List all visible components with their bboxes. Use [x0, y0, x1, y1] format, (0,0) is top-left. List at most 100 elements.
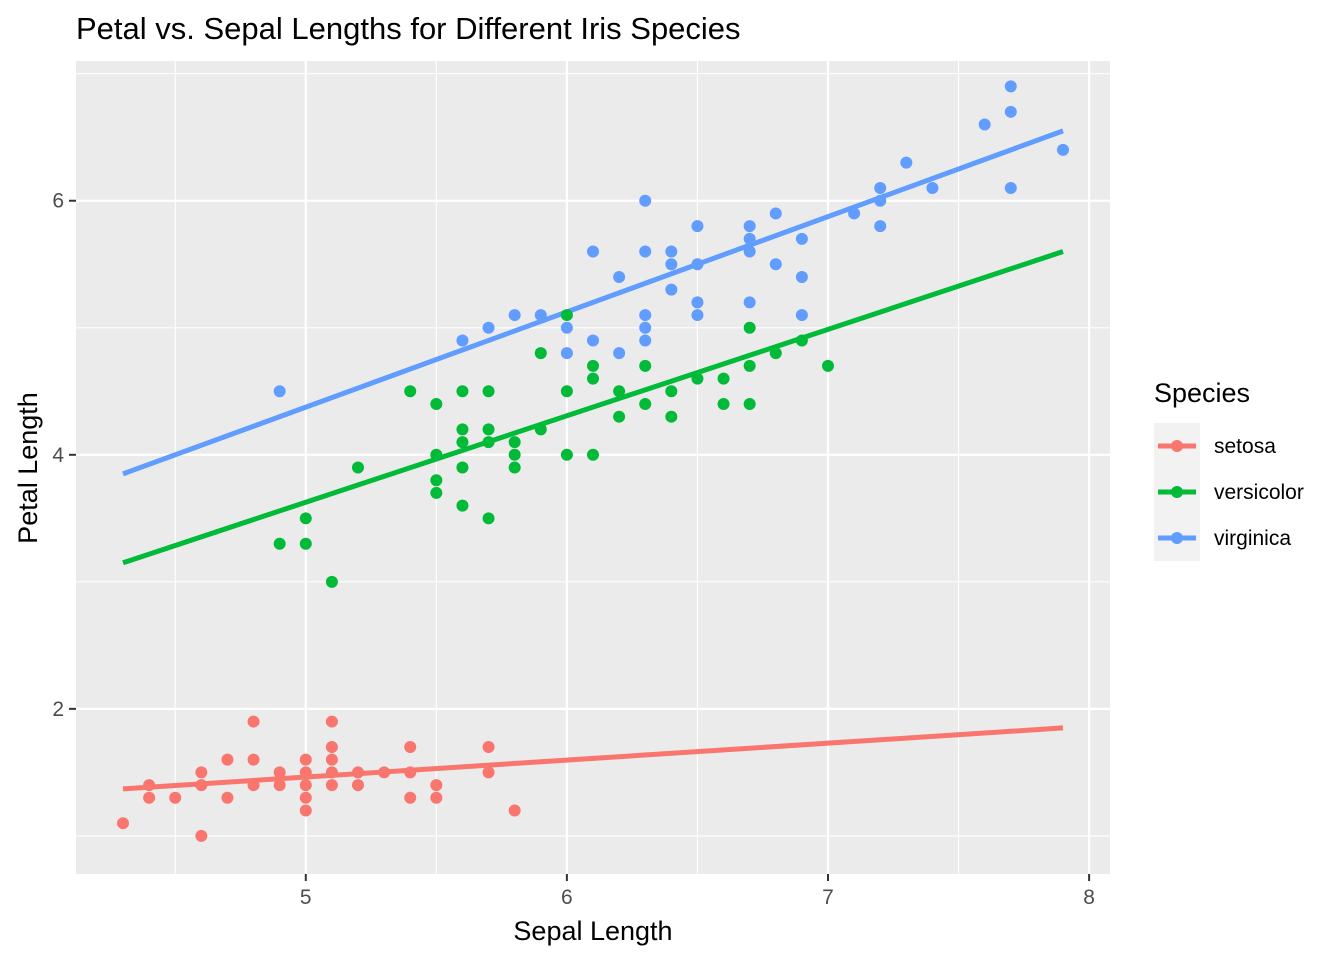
data-point-setosa [352, 766, 364, 779]
data-point-setosa [430, 779, 443, 792]
plot-panel [76, 61, 1110, 874]
data-point-setosa [404, 766, 417, 779]
data-point-versicolor [587, 372, 599, 385]
data-point-setosa [143, 779, 156, 792]
data-point-versicolor [534, 347, 547, 360]
data-point-versicolor [769, 347, 782, 360]
data-point-setosa [299, 766, 312, 779]
data-point-virginica [482, 321, 495, 334]
data-point-virginica [1004, 105, 1017, 118]
data-point-virginica [743, 220, 756, 233]
data-point-setosa [325, 766, 338, 779]
data-point-virginica [587, 245, 599, 258]
legend-dot-virginica [1171, 532, 1183, 544]
data-point-versicolor [665, 410, 678, 423]
legend-label-virginica: virginica [1214, 527, 1291, 550]
data-point-virginica [456, 334, 469, 347]
data-point-versicolor [299, 512, 312, 525]
data-point-setosa [195, 829, 208, 842]
data-point-virginica [978, 118, 991, 131]
data-point-virginica [613, 270, 626, 283]
data-point-setosa [221, 753, 234, 766]
data-point-virginica [795, 309, 808, 322]
data-point-versicolor [795, 334, 808, 347]
data-point-virginica [639, 309, 652, 322]
data-point-versicolor [560, 385, 573, 398]
fit-line-versicolor [122, 249, 1064, 566]
data-point-virginica [665, 258, 678, 271]
data-point-versicolor [508, 448, 521, 461]
legend: Species setosa versicolor virginica [1154, 378, 1304, 561]
data-point-setosa [378, 766, 391, 779]
data-point-virginica [1004, 182, 1017, 195]
data-point-versicolor [456, 436, 469, 449]
data-point-versicolor [613, 385, 626, 398]
data-point-setosa [325, 715, 338, 728]
fit-lines [122, 128, 1064, 792]
data-point-versicolor [822, 359, 834, 372]
y-tick-label: 4 [52, 444, 64, 467]
data-point-virginica [665, 283, 678, 296]
data-point-versicolor [482, 436, 495, 449]
y-tick-label: 2 [52, 698, 64, 721]
data-point-versicolor [743, 321, 756, 334]
data-point-versicolor [430, 448, 443, 461]
data-point-virginica [795, 232, 808, 245]
data-point-virginica [613, 347, 626, 360]
data-point-virginica [639, 245, 652, 258]
data-point-setosa [430, 791, 443, 804]
data-point-versicolor [743, 397, 756, 410]
data-point-setosa [404, 740, 417, 753]
data-point-virginica [874, 194, 887, 207]
data-point-virginica [560, 321, 573, 334]
data-point-virginica [769, 258, 782, 271]
data-point-virginica [639, 194, 652, 207]
x-axis: 5 6 7 8 [300, 874, 1095, 909]
y-tick-label: 6 [52, 190, 64, 213]
data-point-virginica [508, 309, 521, 322]
data-point-virginica [587, 334, 599, 347]
data-point-setosa [169, 791, 182, 804]
data-point-versicolor [404, 385, 417, 398]
data-point-virginica [691, 220, 704, 233]
data-point-virginica [1057, 143, 1069, 156]
data-point-virginica [665, 245, 678, 258]
data-point-versicolor [560, 448, 573, 461]
x-tick-label: 7 [822, 886, 834, 909]
data-point-versicolor [482, 512, 495, 525]
data-point-versicolor [456, 385, 469, 398]
x-tick-label: 8 [1083, 886, 1095, 909]
data-point-versicolor [691, 372, 704, 385]
data-point-versicolor [456, 499, 469, 512]
data-point-virginica [534, 309, 547, 322]
data-point-setosa [325, 753, 338, 766]
data-point-versicolor [299, 537, 312, 550]
data-point-setosa [325, 779, 338, 792]
data-point-setosa [508, 804, 521, 817]
data-point-setosa [352, 779, 364, 792]
data-point-versicolor [587, 448, 599, 461]
data-point-virginica [1004, 80, 1017, 93]
data-point-versicolor [508, 436, 521, 449]
data-point-setosa [247, 779, 260, 792]
data-point-versicolor [273, 537, 286, 550]
legend-dot-versicolor [1171, 486, 1183, 498]
data-point-virginica [743, 245, 756, 258]
data-point-versicolor [456, 423, 469, 436]
data-point-versicolor [534, 423, 547, 436]
y-axis: 2 4 6 [52, 190, 76, 721]
data-point-versicolor [325, 575, 338, 588]
data-point-versicolor [508, 461, 521, 474]
chart-title: Petal vs. Sepal Lengths for Different Ir… [76, 11, 741, 46]
data-point-versicolor [430, 486, 443, 499]
data-point-virginica [769, 207, 782, 220]
legend-dot-setosa [1171, 440, 1183, 452]
data-point-setosa [273, 766, 286, 779]
data-point-setosa [299, 779, 312, 792]
data-point-virginica [691, 309, 704, 322]
data-point-setosa [404, 791, 417, 804]
data-point-setosa [247, 715, 260, 728]
data-point-versicolor [430, 397, 443, 410]
data-point-setosa [195, 779, 208, 792]
